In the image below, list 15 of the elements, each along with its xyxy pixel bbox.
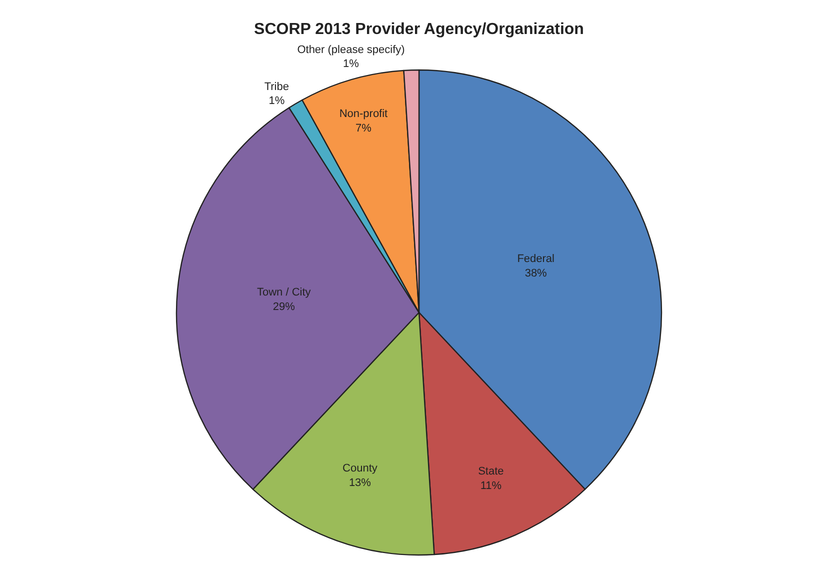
- slice-label: Non-profit: [339, 108, 388, 120]
- slice-label: State: [478, 466, 504, 478]
- slice-label: Federal: [517, 253, 554, 266]
- data-label: 13%: [348, 476, 372, 489]
- data-label: 29%: [272, 300, 296, 313]
- data-label: 1%: [343, 58, 360, 70]
- chart-title: SCORP 2013 Provider Agency/Organization: [254, 21, 584, 38]
- slice-label: Town / City: [256, 286, 312, 299]
- slice-label: Tribe: [264, 80, 289, 93]
- data-label: 38%: [524, 267, 548, 280]
- data-label: 11%: [480, 480, 502, 492]
- data-label: 7%: [356, 122, 372, 134]
- slice-label: County: [342, 462, 378, 475]
- slice-label: Other (please specify): [297, 44, 405, 56]
- data-label: 1%: [268, 95, 285, 108]
